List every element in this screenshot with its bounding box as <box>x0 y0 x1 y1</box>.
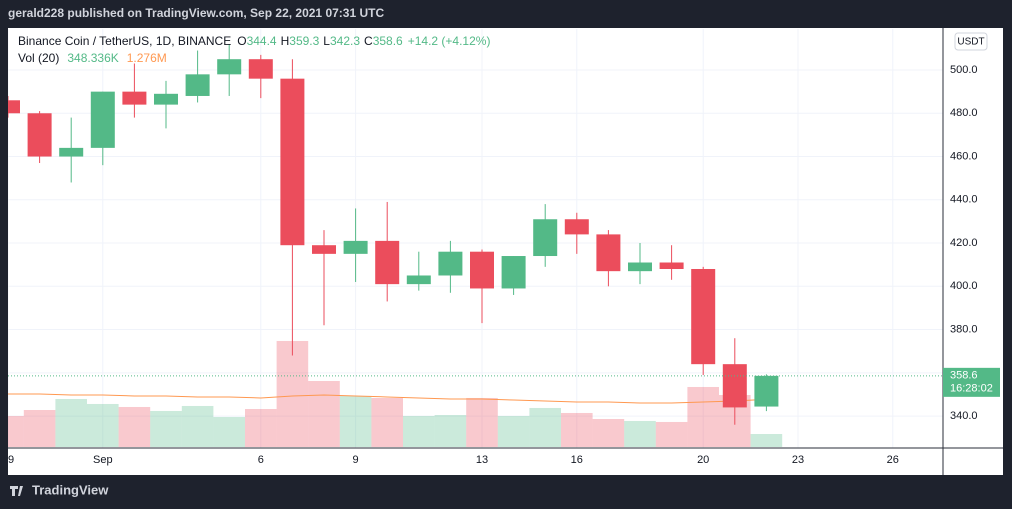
volume-ma-line <box>8 393 767 404</box>
candle-body <box>343 240 368 254</box>
legend-c: 358.6 <box>373 34 403 48</box>
candle-body <box>90 91 115 148</box>
ma-value: 1.276M <box>127 51 167 65</box>
volume-bar <box>655 421 688 447</box>
y-tick-label: 460.0 <box>950 150 978 162</box>
y-tick-label: 440.0 <box>950 194 978 206</box>
y-tick-label: 380.0 <box>950 323 978 335</box>
candle-body <box>280 78 305 246</box>
candle-body <box>248 59 273 79</box>
brand-logo <box>10 486 23 496</box>
candle-body <box>722 364 747 408</box>
volume-bar <box>276 340 309 447</box>
volume-bar <box>150 410 182 447</box>
x-tick-label: 6 <box>258 454 264 466</box>
volume-bar <box>687 386 719 447</box>
candle-body <box>438 251 463 276</box>
candle-body <box>564 219 589 235</box>
candle-body <box>406 275 431 285</box>
volume-bar <box>750 433 783 447</box>
legend-volume: Vol (20) 348.336K 1.276M <box>18 51 167 65</box>
volume-bar <box>245 408 277 447</box>
legend-c-label: C <box>364 34 373 48</box>
candle-body <box>27 113 52 157</box>
legend-l: 342.3 <box>330 34 360 48</box>
vol-label: Vol (20) <box>18 51 59 65</box>
legend-l-label: L <box>323 34 330 48</box>
volume-bar <box>8 415 24 447</box>
countdown: 16:28:02 <box>950 383 993 395</box>
volume-bar <box>23 410 56 447</box>
candle-body <box>122 91 147 105</box>
volume-bar <box>181 405 214 447</box>
brand: TradingView <box>32 482 109 497</box>
last-price-box <box>943 367 1000 397</box>
candle-body <box>470 251 494 289</box>
x-tick-label: 16 <box>571 454 583 466</box>
currency-button[interactable] <box>954 32 988 51</box>
candle-body <box>185 74 210 96</box>
candle-body <box>628 262 652 272</box>
last-price-label: 358.6 <box>950 370 978 382</box>
y-tick-label: 420.0 <box>950 237 978 249</box>
axes: 340.0360.0380.0400.0420.0440.0460.0480.0… <box>2 64 1000 466</box>
volume-bar <box>371 397 403 447</box>
candle-body <box>375 240 400 285</box>
x-tick-label: 13 <box>476 454 488 466</box>
volume-bar <box>403 415 435 447</box>
candle-body <box>533 219 558 257</box>
legend-title: Binance Coin / TetherUS, 1D, BINANCE <box>18 34 231 48</box>
candle-body <box>659 262 684 269</box>
currency[interactable]: USDT <box>957 37 984 48</box>
volume-bar <box>213 416 245 447</box>
volume-pane <box>8 340 783 447</box>
candle-body <box>691 268 716 365</box>
y-tick-label: 480.0 <box>950 107 978 119</box>
legend-o-label: O <box>237 34 246 48</box>
volume-bar <box>308 380 340 447</box>
vol-value: 348.336K <box>67 51 118 65</box>
x-tick-label: 9 <box>353 454 359 466</box>
candle-body <box>312 245 336 254</box>
volume-bar <box>87 403 119 447</box>
candle-body <box>217 59 242 75</box>
x-tick-label: 29 <box>2 454 14 466</box>
volume-bar <box>339 395 372 447</box>
candle-body <box>8 100 20 114</box>
volume-bar <box>55 398 87 447</box>
y-tick-label: 400.0 <box>950 280 978 292</box>
legend-h: 359.3 <box>289 34 319 48</box>
x-tick-label: 26 <box>887 454 899 466</box>
volume-bar <box>624 420 656 447</box>
volume-bar <box>118 406 151 447</box>
header: gerald228 published on TradingView.com, … <box>8 6 384 20</box>
candle-body <box>154 93 178 105</box>
legend-o: 344.4 <box>247 34 277 48</box>
legend-h-label: H <box>281 34 290 48</box>
legend-main: Binance Coin / TetherUS, 1D, BINANCE O344… <box>18 34 490 48</box>
volume-bar <box>434 415 467 447</box>
volume-bar <box>592 419 625 447</box>
y-tick-label: 340.0 <box>950 410 978 422</box>
candle-body <box>59 147 84 157</box>
candle-body <box>754 375 779 407</box>
price-pane <box>8 44 943 425</box>
y-tick-label: 500.0 <box>950 64 978 76</box>
legend-change: +14.2 (+4.12%) <box>408 34 491 48</box>
candle-body <box>501 256 526 289</box>
volume-bar <box>466 397 498 447</box>
x-tick-label: 20 <box>697 454 709 466</box>
volume-bar <box>497 415 530 447</box>
volume-bar <box>529 407 561 447</box>
candle-body <box>596 234 621 272</box>
x-tick-label: Sep <box>93 454 113 466</box>
x-tick-label: 23 <box>792 454 804 466</box>
volume-bar <box>561 412 593 447</box>
